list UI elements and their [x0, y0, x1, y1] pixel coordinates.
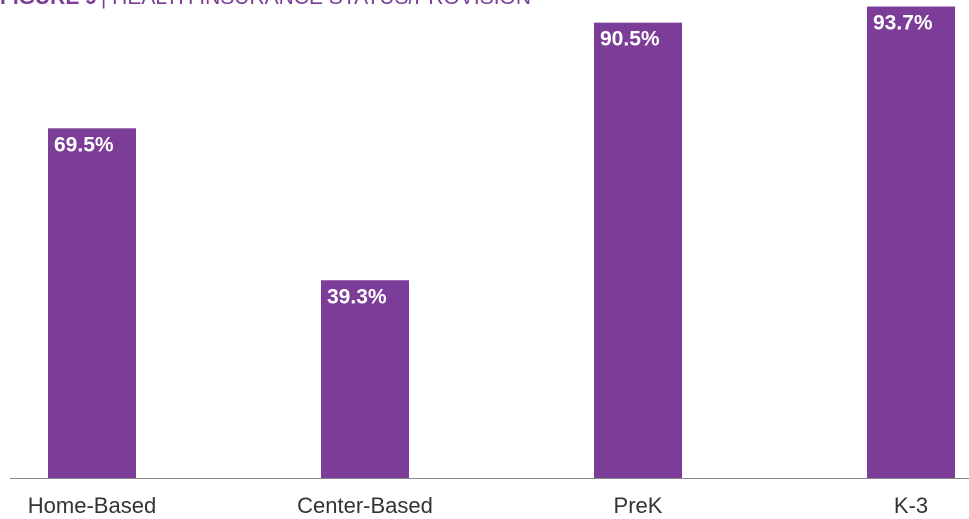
value-label: 93.7% [873, 12, 933, 35]
x-tick-label: PreK [614, 493, 663, 518]
x-tick-label: Center-Based [297, 493, 433, 518]
x-tick-label: Home-Based [28, 493, 156, 518]
bar [48, 128, 136, 478]
bar [594, 22, 682, 479]
bar [867, 6, 955, 479]
x-tick-label: K-3 [894, 493, 928, 518]
bar [321, 280, 409, 478]
value-label: 39.3% [327, 285, 387, 308]
title-text: | HEALTH INSURANCE STATUS/PROVISION [101, 0, 531, 9]
value-label: 69.5% [54, 133, 114, 156]
figure-label: FIGURE 9 [0, 0, 97, 9]
value-label: 90.5% [600, 28, 660, 51]
chart-title: FIGURE 9 | HEALTH INSURANCE STATUS/PROVIS… [0, 0, 531, 9]
